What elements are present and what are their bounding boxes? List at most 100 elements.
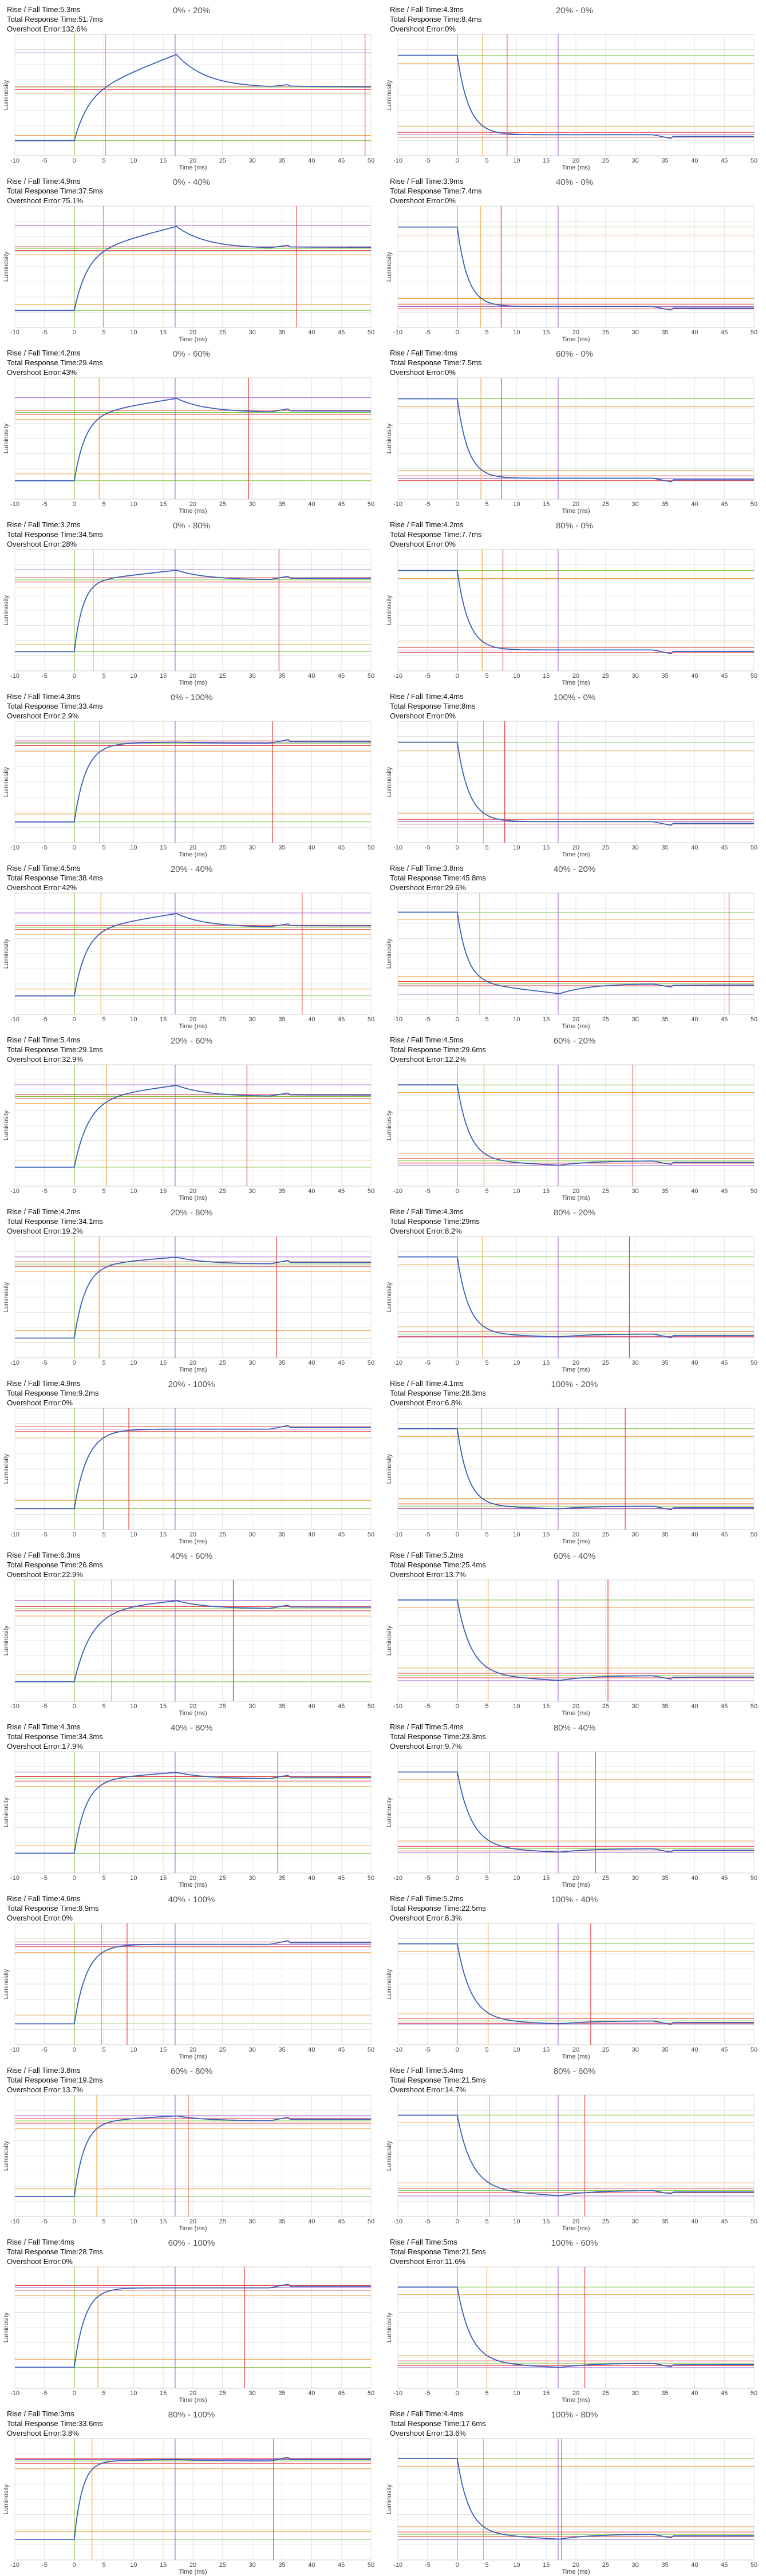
y-axis-label: Luminosity bbox=[3, 1282, 10, 1312]
stat-rise: Rise / Fall Time:5.4ms bbox=[7, 1035, 103, 1045]
x-tick-label: -10 bbox=[10, 2562, 19, 2569]
y-axis-label: Luminosity bbox=[3, 2484, 10, 2514]
stat-value: 7.4ms bbox=[461, 187, 482, 195]
stat-total: Total Response Time:8.4ms bbox=[390, 14, 481, 24]
stat-label: Overshoot Error: bbox=[7, 1227, 62, 1235]
chart-panel: Rise / Fall Time:6.3ms Total Response Tim… bbox=[0, 1546, 383, 1717]
chart-svg: -10 -5 0 5 10 15 20 25 30 35 40 45 50 Time (ms) Lumino… bbox=[3, 1064, 374, 1202]
chart-svg: -10 -5 0 5 10 15 20 25 30 35 40 45 50 Time (ms) Lumino… bbox=[386, 892, 757, 1030]
stat-overshoot: Overshoot Error:17.9% bbox=[7, 1741, 103, 1751]
x-tick-label: 25 bbox=[602, 2562, 609, 2569]
stat-label: Total Response Time: bbox=[7, 358, 79, 367]
chart-panel: Rise / Fall Time:5.4ms Total Response Tim… bbox=[0, 1030, 383, 1202]
stat-value: 17.9% bbox=[62, 1742, 83, 1751]
stat-total: Total Response Time:21.5ms bbox=[390, 2247, 486, 2257]
x-tick-label: 50 bbox=[368, 1703, 374, 1710]
x-tick-label: 5 bbox=[485, 1703, 488, 1710]
stat-label: Total Response Time: bbox=[7, 1389, 79, 1397]
x-tick-label: -5 bbox=[425, 1360, 431, 1366]
x-tick-label: 25 bbox=[219, 329, 226, 336]
chart-panel: Rise / Fall Time:4.4ms Total Response Tim… bbox=[383, 687, 766, 859]
x-tick-label: 40 bbox=[691, 1531, 698, 1538]
stat-value: 34.5ms bbox=[78, 530, 103, 539]
stat-value: 13.7% bbox=[62, 2085, 83, 2094]
stat-label: Overshoot Error: bbox=[390, 2085, 445, 2094]
stat-value: 0% bbox=[445, 25, 456, 33]
chart-panel: Rise / Fall Time:4.4ms Total Response Tim… bbox=[383, 2404, 766, 2576]
chart-panel: Rise / Fall Time:4.2ms Total Response Tim… bbox=[0, 343, 383, 515]
luminosity-curve bbox=[15, 226, 371, 311]
stat-value: 4.1ms bbox=[443, 1379, 464, 1388]
stat-total: Total Response Time:34.3ms bbox=[7, 1732, 103, 1741]
stat-value: 0% bbox=[62, 2257, 73, 2266]
x-tick-label: 0 bbox=[456, 1188, 459, 1195]
stat-rise: Rise / Fall Time:4.3ms bbox=[390, 5, 481, 14]
stat-label: Total Response Time: bbox=[7, 874, 79, 882]
stat-value: 4.2ms bbox=[60, 1207, 81, 1216]
x-tick-label: 20 bbox=[189, 1703, 196, 1710]
stats-block: Rise / Fall Time:3.9ms Total Response Tim… bbox=[390, 176, 481, 206]
stat-label: Total Response Time: bbox=[390, 187, 462, 195]
x-tick-label: 50 bbox=[751, 1188, 757, 1195]
x-tick-label: 20 bbox=[189, 1016, 196, 1023]
stat-value: 3.9ms bbox=[443, 177, 464, 185]
stat-total: Total Response Time:17.6ms bbox=[390, 2419, 486, 2428]
x-tick-label: 40 bbox=[691, 2390, 698, 2397]
x-tick-label: 25 bbox=[219, 844, 226, 851]
stat-value: 5.3ms bbox=[60, 5, 81, 14]
stat-overshoot: Overshoot Error:14.7% bbox=[390, 2085, 486, 2095]
stat-total: Total Response Time:34.1ms bbox=[7, 1216, 103, 1226]
x-axis-label: Time (ms) bbox=[562, 1195, 590, 1202]
x-tick-label: 25 bbox=[219, 501, 226, 508]
x-tick-label: 30 bbox=[249, 501, 256, 508]
y-axis-label: Luminosity bbox=[386, 1797, 393, 1827]
stat-value: 3.8ms bbox=[60, 2066, 81, 2075]
x-tick-label: -10 bbox=[393, 2562, 402, 2569]
x-axis-label: Time (ms) bbox=[179, 2053, 207, 2060]
stat-overshoot: Overshoot Error:8.3% bbox=[390, 1913, 486, 1923]
x-tick-label: 40 bbox=[308, 673, 315, 679]
stat-label: Rise / Fall Time: bbox=[7, 1722, 61, 1731]
x-tick-label: 50 bbox=[751, 2562, 757, 2569]
x-tick-label: 10 bbox=[513, 844, 520, 851]
x-tick-label: 15 bbox=[543, 673, 550, 679]
x-tick-label: 5 bbox=[485, 673, 488, 679]
x-tick-label: 50 bbox=[368, 1875, 374, 1882]
x-tick-label: 5 bbox=[485, 329, 488, 336]
stats-block: Rise / Fall Time:5.3ms Total Response Tim… bbox=[7, 5, 103, 34]
x-tick-label: 40 bbox=[308, 2218, 315, 2225]
x-tick-label: -10 bbox=[10, 157, 19, 164]
x-tick-label: 35 bbox=[661, 1703, 668, 1710]
stat-label: Rise / Fall Time: bbox=[390, 1036, 444, 1044]
x-tick-label: 45 bbox=[721, 673, 728, 679]
x-tick-label: 0 bbox=[456, 1875, 459, 1882]
x-tick-label: 50 bbox=[751, 329, 757, 336]
stat-value: 34.3ms bbox=[78, 1732, 103, 1741]
x-tick-label: 20 bbox=[572, 157, 579, 164]
y-axis-label: Luminosity bbox=[386, 938, 393, 969]
stat-total: Total Response Time:25.4ms bbox=[390, 1560, 486, 1570]
chart-panel: Rise / Fall Time:4.9ms Total Response Tim… bbox=[0, 172, 383, 343]
x-axis-label: Time (ms) bbox=[562, 2569, 590, 2575]
chart-panel: Rise / Fall Time:4.6ms Total Response Tim… bbox=[0, 1889, 383, 2061]
stat-label: Rise / Fall Time: bbox=[7, 177, 61, 185]
x-tick-label: 30 bbox=[632, 1188, 639, 1195]
stat-label: Total Response Time: bbox=[7, 1904, 79, 1913]
stat-rise: Rise / Fall Time:5.2ms bbox=[390, 1894, 486, 1903]
x-tick-label: 20 bbox=[189, 2562, 196, 2569]
x-tick-label: 50 bbox=[368, 2390, 374, 2397]
x-axis-label: Time (ms) bbox=[562, 1882, 590, 1888]
x-tick-label: 45 bbox=[721, 2562, 728, 2569]
stat-value: 32.9% bbox=[62, 1055, 83, 1064]
stat-value: 37.5ms bbox=[78, 187, 103, 195]
x-tick-label: -10 bbox=[10, 1703, 19, 1710]
stats-block: Rise / Fall Time:4.5ms Total Response Tim… bbox=[390, 1035, 486, 1064]
stat-total: Total Response Time:29.1ms bbox=[7, 1045, 103, 1054]
x-tick-label: 30 bbox=[632, 1016, 639, 1023]
stat-value: 13.7% bbox=[445, 1570, 466, 1579]
x-tick-label: 35 bbox=[661, 1016, 668, 1023]
x-tick-label: 15 bbox=[543, 1016, 550, 1023]
y-axis-label: Luminosity bbox=[3, 1969, 10, 1999]
x-tick-label: 15 bbox=[160, 329, 167, 336]
stat-overshoot: Overshoot Error:12.2% bbox=[390, 1054, 486, 1064]
